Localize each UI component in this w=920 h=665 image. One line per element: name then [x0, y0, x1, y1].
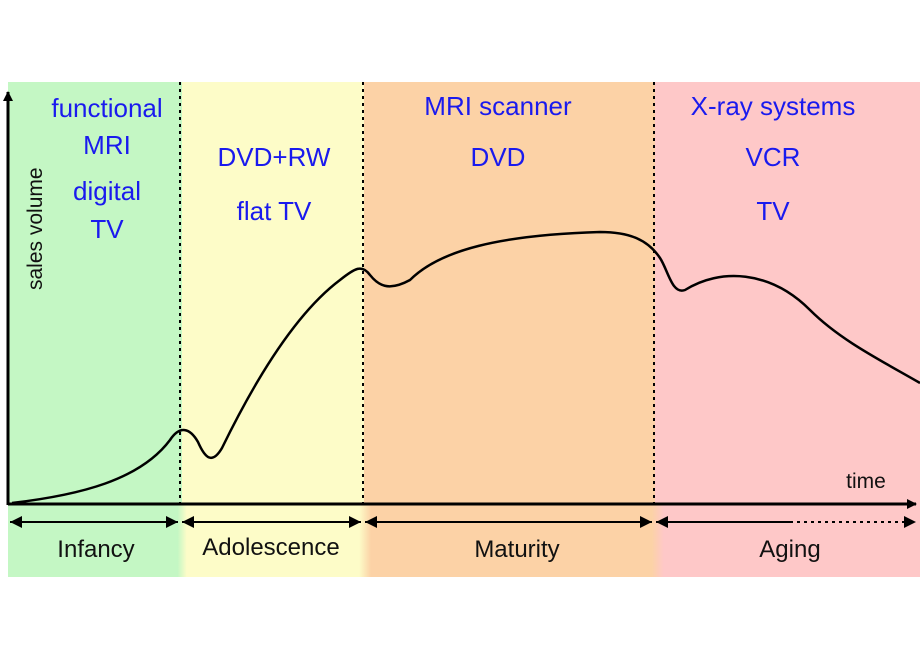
- phase-label-adolescence: Adolescence: [202, 534, 339, 561]
- sales-curve: [11, 230, 920, 505]
- y-axis-label: sales volume: [24, 167, 47, 290]
- product-label: digital: [73, 176, 141, 206]
- product-label: functional: [51, 93, 162, 123]
- phase-band: [8, 505, 920, 577]
- product-label: TV: [90, 214, 124, 244]
- product-label: flat TV: [237, 196, 312, 226]
- product-label: VCR: [746, 142, 801, 172]
- phase-label-aging: Aging: [759, 536, 820, 563]
- product-label: X-ray systems: [691, 91, 856, 121]
- phase-label-infancy: Infancy: [57, 536, 134, 563]
- phase-span-infancy: [10, 516, 178, 528]
- x-axis-label: time: [846, 470, 886, 493]
- phase-span-adolescence: [182, 516, 361, 528]
- product-label: DVD+RW: [218, 142, 331, 172]
- phase-span-maturity: [365, 516, 652, 528]
- product-label: DVD: [471, 142, 526, 172]
- product-label: TV: [756, 196, 790, 226]
- phase-label-maturity: Maturity: [474, 536, 559, 563]
- phase-background-adolescence: [182, 82, 364, 577]
- phase-span-aging: [656, 516, 916, 528]
- phase-background-infancy: [8, 82, 182, 577]
- phase-background-aging: [655, 82, 920, 577]
- product-label: MRI: [83, 130, 131, 160]
- product-label: MRI scanner: [424, 91, 572, 121]
- phase-background-maturity: [364, 82, 655, 577]
